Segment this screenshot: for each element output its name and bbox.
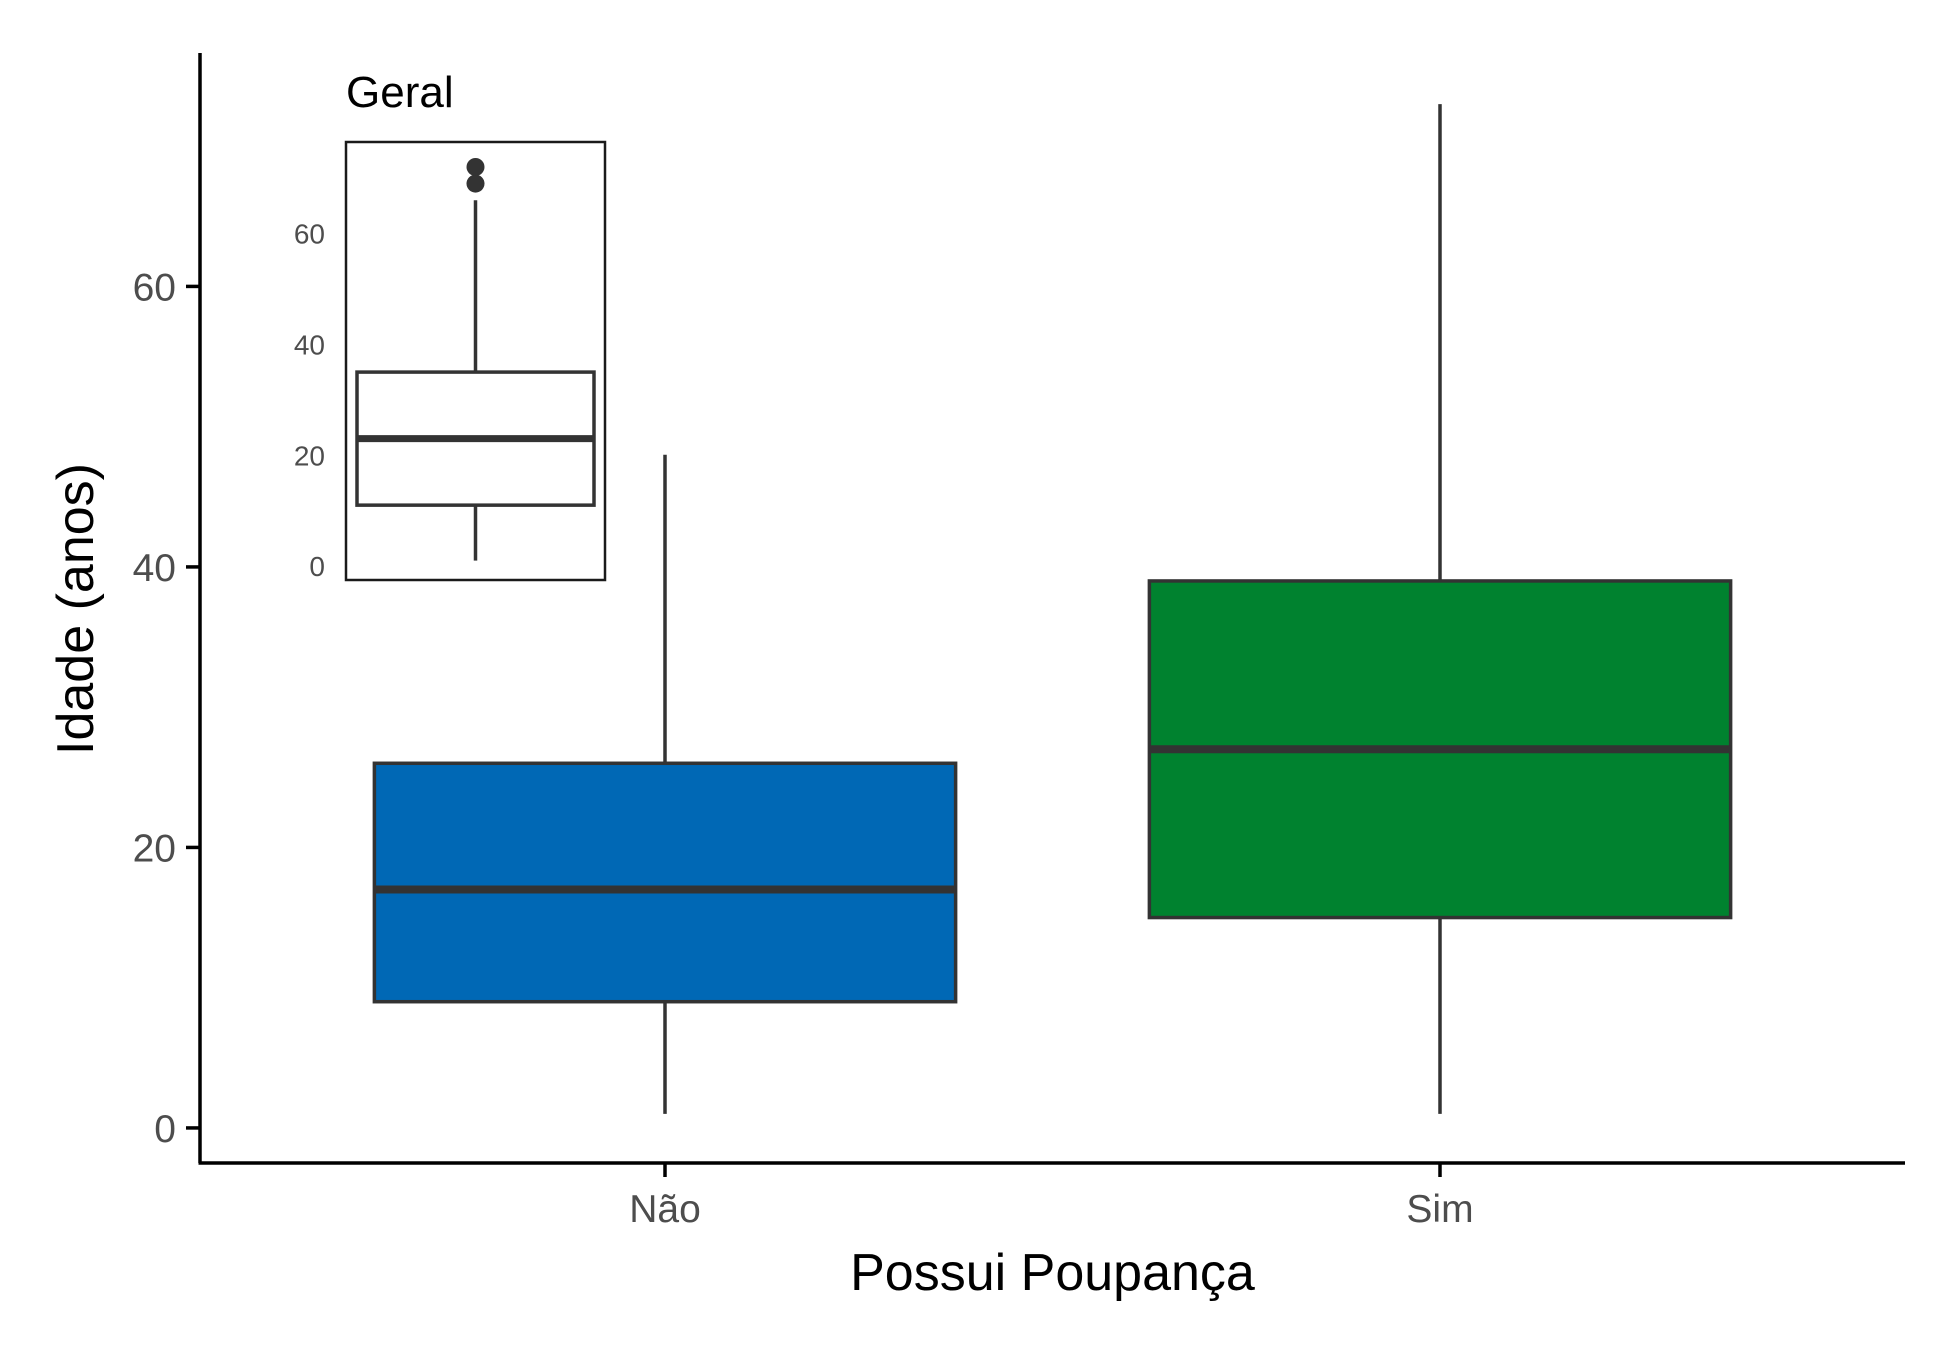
- x-tick-label-2: Sim: [1406, 1188, 1473, 1231]
- inset-y-tick-label-20: 20: [294, 440, 325, 471]
- inset-y-tick-label-60: 60: [294, 218, 325, 249]
- inset-y-tick-label-40: 40: [294, 329, 325, 360]
- y-tick-label-20: 20: [133, 827, 176, 870]
- inset-outlier-2: [466, 157, 485, 176]
- box-1: [372, 761, 958, 1004]
- x-tick-label-1: Não: [629, 1188, 701, 1231]
- y-tick-label-40: 40: [133, 547, 176, 590]
- inset-y-tick-label-0: 0: [309, 551, 325, 582]
- y-tick-label-0: 0: [154, 1108, 176, 1151]
- main-panel: 0 20 40 60 Não Sim Possui Poupança Idade (anos): [47, 53, 1905, 1302]
- inset-outlier-1: [466, 174, 485, 193]
- inset-frame: [344, 140, 607, 582]
- y-tick-label-60: 60: [133, 266, 176, 309]
- y-axis-title: Idade (anos): [47, 463, 105, 755]
- inset-panel: Geral 0 20 40 60: [294, 68, 607, 582]
- x-axis-title: Possui Poupança: [850, 1244, 1255, 1302]
- inset-title: Geral: [346, 68, 454, 117]
